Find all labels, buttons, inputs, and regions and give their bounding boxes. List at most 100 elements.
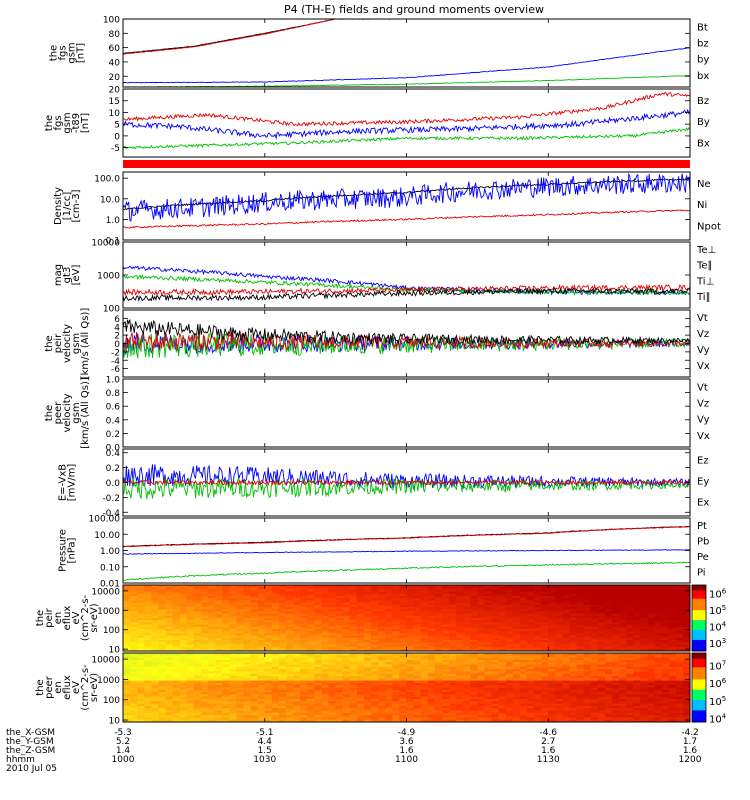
orbit-value: -4.9 [398,728,416,738]
y-tick-label: 100.0 [94,175,120,185]
colorbar-tick-label: 103 [709,637,726,650]
legend-entry: by [697,55,709,66]
orbit-value: 1200 [679,755,702,765]
series-line-pb [122,526,691,548]
y-axis-label: [nT] [80,113,91,133]
series-line-ne [122,209,691,229]
y-tick-label: 0.6 [106,403,121,413]
legend-entry: Bx [697,138,710,149]
y-tick-label: 10.00 [94,531,120,541]
legend-entry: Vt [697,382,708,393]
y-axis-label: E=-VxB [58,464,69,501]
series-line-te∥ [122,287,691,303]
y-axis-label: Density [53,187,64,225]
y-tick-label: 0.8 [106,389,121,399]
series-line-bx [122,108,691,140]
y-tick-label: 60 [109,44,121,54]
y-tick-label: 0.2 [106,430,120,440]
orbit-value: 2.7 [541,737,555,747]
y-axis-label: peer [53,401,64,425]
orbit-row-label: the_X-GSM [6,728,55,738]
y-tick-label: 4 [114,323,120,333]
legend-entry: Vy [697,415,710,426]
y-tick-label: 0.0 [106,479,121,489]
y-tick-label: 0.4 [106,449,121,459]
y-axis-label: the [35,610,46,626]
orbit-value: 1030 [253,755,276,765]
legend-entry: Pt [697,521,707,532]
orbit-value: -5.3 [114,728,132,738]
y-axis-label: velocity [62,324,73,363]
y-tick-label: 20 [109,73,121,83]
orbit-value: 1.5 [258,746,272,756]
y-axis-label: sr-eV) [89,603,100,632]
colorbar-tick-label: 104 [709,712,727,725]
legend-entry: Ni [697,200,707,211]
y-tick-label: 0.10 [100,563,120,573]
legend-entry: Vy [697,345,710,356]
colorbar-peir-spec: 106 105 104 103 [691,584,727,652]
y-axis-label: gsm [71,402,82,423]
y-axis-label: eflux [62,675,73,700]
y-axis-label: the [44,405,55,421]
y-axis-label: gt3 [62,267,73,284]
y-axis-label: gsm [71,333,82,354]
y-tick-label: 10 [109,717,121,727]
y-tick-label: 0 [114,132,120,142]
y-axis-label: [cm-3] [71,189,82,222]
series-line-pe [122,561,691,581]
y-tick-label: -5 [111,144,120,154]
colorbar-peer-spec: 107 106 105 104 [691,652,727,725]
y-axis-label: sr-eV) [89,673,100,702]
y-axis-label: gsm [62,112,73,133]
y-tick-label: 0.01 [100,580,120,590]
y-axis-label: en [53,612,64,625]
panel-vel-peer: 1.0 0.8 0.6 0.4 0.2 0.0 thepeervelocitygsm[km/… [44,376,710,454]
y-tick-label: 0 [114,340,120,350]
y-axis-label: fgs [53,115,64,130]
panel-peir-spec: 106 105 104 103 10000 1000 100 10 thepeireneflux… [35,584,727,656]
series-line-pi [123,549,690,555]
series-line-vz [122,331,691,352]
y-tick-label: 100.00 [89,515,121,525]
y-axis-label: (cm^2-s- [80,594,91,641]
panel-peer-spec: 107 106 105 104 10000 1000 100 10 thepeereneflux… [35,652,727,727]
panel-density: 100.0 10.0 1.0 0.1 Density[1/cc][cm-3] Ne Ni Np… [53,171,721,247]
y-tick-label: -0.4 [102,509,120,519]
y-axis-label: [km/s (All Qs)] [80,377,91,449]
y-axis-label: velocity [62,393,73,432]
y-axis-label: [eV] [71,265,82,286]
colorbar-tick-label: 107 [709,659,726,672]
series-line-ey [122,476,691,500]
y-tick-label: 1.0 [106,376,121,386]
series-line-te⊥ [122,283,691,297]
y-tick-label: 40 [109,58,121,68]
y-axis-label: -t89 [71,113,82,133]
colorbar-tick-label: 105 [709,604,726,617]
legend-entry: Vt [697,313,708,324]
legend-entry: Ne [697,179,711,190]
panels-group: 10080604020thefgsgsm[nT]Btbzbybx20151050… [35,16,727,727]
series-line-npot [122,172,691,222]
legend-entry: Bt [697,22,708,33]
legend-entry: Ti∥ [696,292,711,303]
y-axis-label: the [35,679,46,695]
legend-entry: Pe [697,552,709,563]
panel-efield: 0.4 0.2 0.0 -0.2 -0.4 E=-VxB[mV/m] Ez Ey Ex [58,448,709,519]
y-axis-label: peir [44,607,55,627]
y-axis-label: peer [44,675,55,699]
legend-entry: Te⊥ [696,245,716,256]
series-line-bt [123,18,392,54]
y-tick-label: 10 [109,646,121,656]
legend-entry: Pb [697,536,709,547]
legend-entry: bz [697,39,709,50]
orbit-footer: the_X-GSM -5.3 -5.1 -4.9 -4.6 -4.2 the_Y-GSM 5.… [6,728,702,774]
legend-entry: Bz [697,96,709,107]
y-tick-label: 100 [103,696,120,706]
y-tick-label: -0.2 [102,494,120,504]
orbit-value: 1000 [112,755,135,765]
